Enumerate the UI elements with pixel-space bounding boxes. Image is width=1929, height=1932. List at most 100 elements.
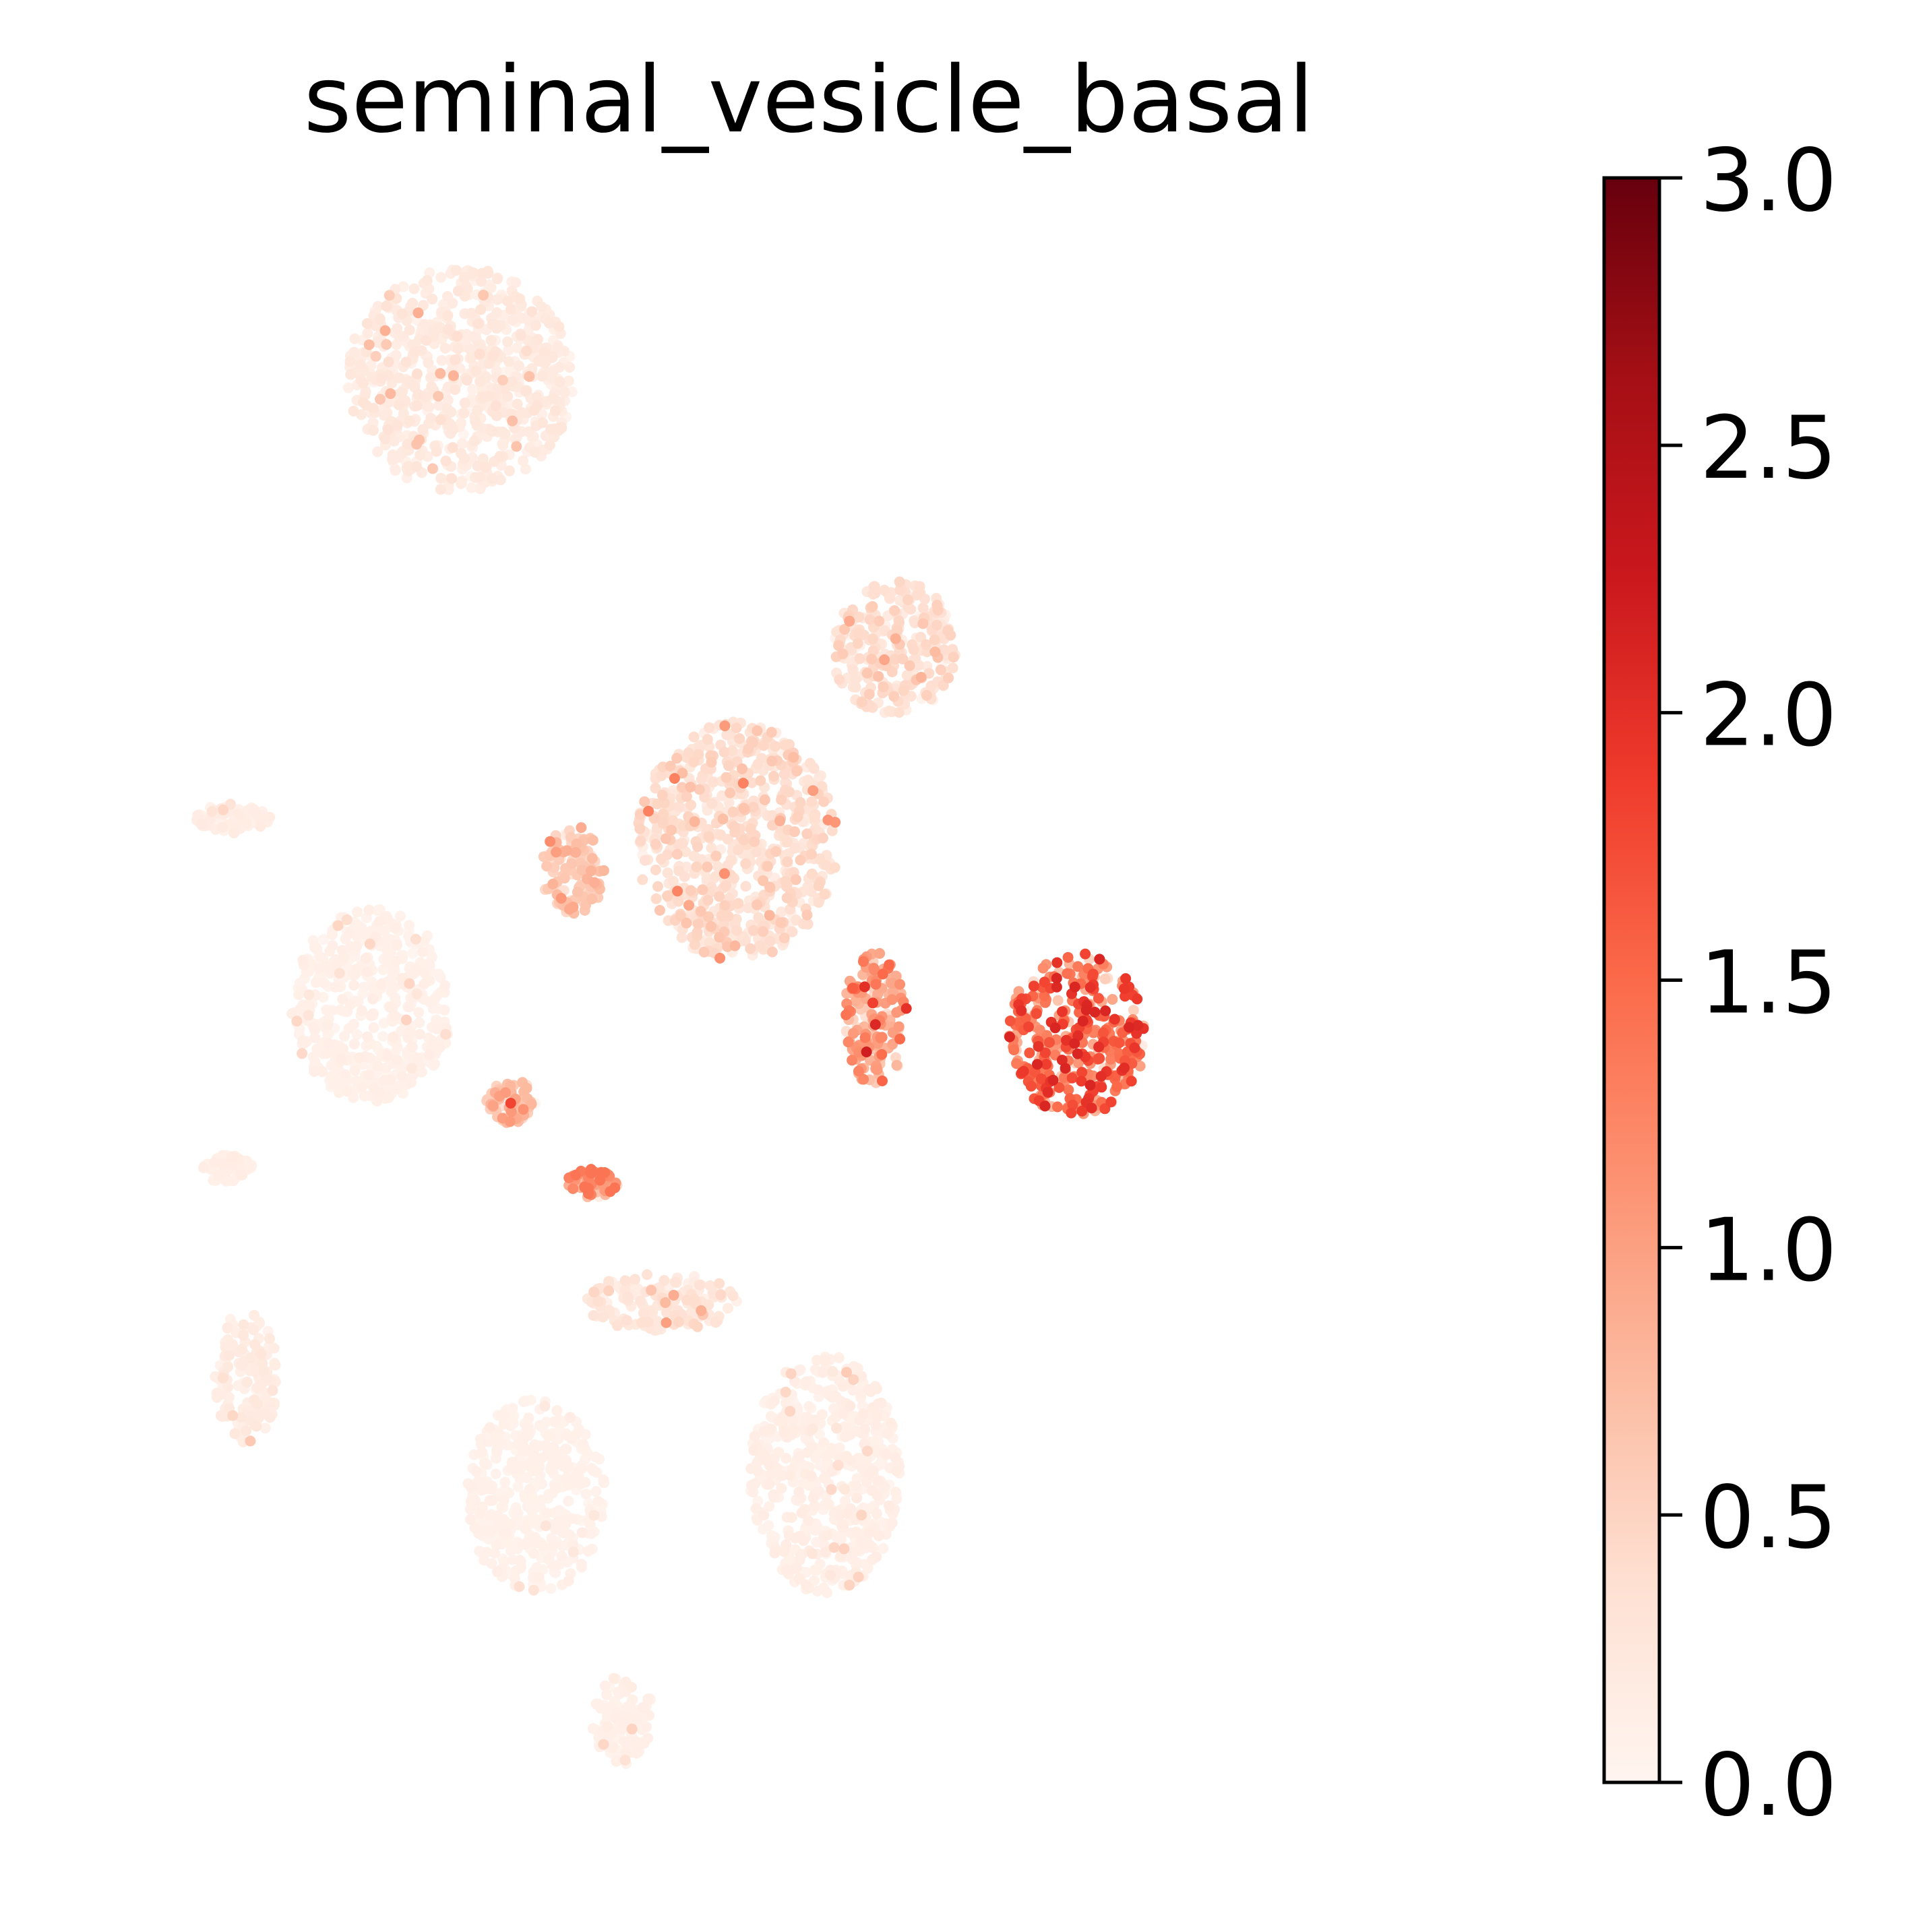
scatter-point bbox=[627, 1694, 638, 1706]
scatter-point bbox=[548, 1539, 559, 1551]
scatter-point bbox=[1063, 1084, 1074, 1096]
scatter-point bbox=[692, 841, 703, 852]
scatter-point bbox=[901, 670, 913, 681]
scatter-point bbox=[411, 988, 423, 999]
scatter-point bbox=[485, 335, 497, 346]
scatter-point bbox=[554, 362, 565, 373]
scatter-point bbox=[586, 894, 598, 904]
scatter-point bbox=[897, 653, 909, 664]
scatter-point bbox=[619, 1275, 631, 1286]
scatter-point bbox=[513, 360, 524, 371]
scatter-point bbox=[386, 987, 397, 998]
scatter-point bbox=[785, 1368, 797, 1379]
scatter-point bbox=[470, 1466, 482, 1477]
scatter-point bbox=[293, 989, 305, 1001]
scatter-point bbox=[882, 1428, 894, 1439]
chart-title: seminal_vesicle_basal bbox=[303, 47, 1314, 154]
scatter-point bbox=[582, 1546, 594, 1557]
scatter-point bbox=[778, 1546, 790, 1557]
scatter-point bbox=[588, 1509, 600, 1521]
scatter-point bbox=[340, 1069, 351, 1080]
scatter-point bbox=[487, 426, 498, 437]
scatter-point bbox=[884, 593, 895, 604]
scatter-point bbox=[704, 722, 715, 733]
scatter-point bbox=[826, 1484, 837, 1495]
scatter-point bbox=[822, 1530, 833, 1541]
scatter-point bbox=[539, 1400, 551, 1412]
scatter-point bbox=[364, 938, 375, 949]
scatter-point bbox=[870, 1420, 882, 1431]
scatter-point bbox=[809, 811, 820, 823]
scatter-point bbox=[841, 1451, 853, 1462]
scatter-point bbox=[1031, 1008, 1042, 1020]
scatter-point bbox=[400, 356, 412, 368]
scatter-point bbox=[530, 319, 541, 331]
scatter-point bbox=[676, 782, 687, 793]
scatter-point bbox=[222, 1361, 234, 1373]
scatter-point bbox=[776, 794, 787, 805]
scatter-point bbox=[646, 1284, 657, 1296]
scatter-point bbox=[822, 1587, 833, 1598]
scatter-point bbox=[373, 916, 385, 927]
scatter-point bbox=[685, 885, 696, 896]
scatter-point bbox=[456, 447, 467, 459]
scatter-point bbox=[291, 1016, 303, 1027]
scatter-point bbox=[473, 318, 485, 330]
scatter-point bbox=[762, 861, 773, 872]
scatter-point bbox=[595, 1166, 607, 1178]
scatter-point bbox=[746, 777, 758, 788]
scatter-point bbox=[433, 400, 445, 411]
scatter-point bbox=[1105, 1096, 1117, 1108]
scatter-point bbox=[516, 313, 527, 323]
scatter-point bbox=[1051, 981, 1062, 993]
scatter-point bbox=[536, 301, 547, 313]
scatter-point bbox=[716, 910, 727, 922]
scatter-point bbox=[806, 868, 818, 879]
scatter-point bbox=[1132, 993, 1143, 1005]
scatter-point bbox=[750, 1503, 762, 1514]
scatter-point bbox=[1120, 973, 1132, 985]
scatter-point bbox=[506, 376, 518, 387]
scatter-point bbox=[452, 343, 464, 354]
scatter-point bbox=[491, 1539, 502, 1551]
scatter-point bbox=[631, 1747, 642, 1759]
scatter-point bbox=[637, 874, 648, 885]
scatter-point bbox=[850, 674, 861, 685]
scatter-point bbox=[406, 1063, 417, 1073]
scatter-point bbox=[859, 981, 870, 993]
scatter-point bbox=[548, 1441, 559, 1453]
scatter-point bbox=[737, 778, 749, 789]
scatter-point bbox=[805, 1470, 817, 1482]
scatter-point bbox=[303, 989, 315, 1001]
scatter-point bbox=[556, 1551, 568, 1561]
scatter-point bbox=[692, 927, 703, 938]
scatter-point bbox=[348, 1018, 359, 1030]
scatter-point bbox=[632, 1713, 644, 1724]
scatter-point bbox=[851, 1493, 863, 1504]
scatter-point bbox=[848, 1361, 859, 1372]
scatter-point bbox=[677, 768, 688, 779]
scatter-point bbox=[788, 751, 799, 763]
scatter-point bbox=[571, 838, 582, 850]
scatter-point bbox=[435, 272, 447, 283]
scatter-point bbox=[673, 865, 685, 877]
scatter-point bbox=[867, 633, 879, 644]
scatter-point bbox=[218, 804, 229, 815]
scatter-point bbox=[349, 333, 361, 344]
scatter-point bbox=[833, 1352, 845, 1363]
scatter-point bbox=[718, 868, 730, 879]
scatter-point bbox=[213, 1170, 224, 1181]
scatter-point bbox=[723, 760, 734, 772]
scatter-point bbox=[428, 326, 439, 338]
scatter-point bbox=[703, 1299, 714, 1311]
scatter-point bbox=[689, 1294, 700, 1305]
scatter-point bbox=[702, 734, 713, 745]
scatter-point bbox=[894, 978, 906, 990]
scatter-point bbox=[917, 618, 929, 629]
scatter-point bbox=[610, 1712, 621, 1724]
scatter-point bbox=[323, 1038, 334, 1049]
scatter-point bbox=[562, 1430, 574, 1441]
scatter-point bbox=[425, 412, 437, 424]
scatter-point bbox=[341, 914, 353, 925]
scatter-point bbox=[379, 325, 391, 336]
